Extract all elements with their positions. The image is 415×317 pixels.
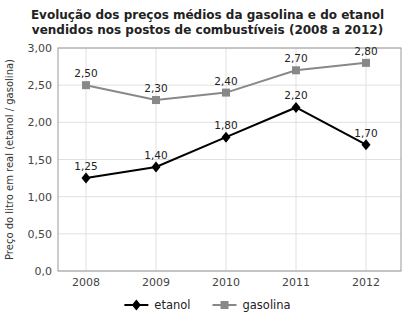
title-line: Evolução dos preços médios da gasolina e…: [31, 8, 384, 22]
legend: etanol gasolina: [124, 298, 290, 312]
series-line: [86, 63, 366, 100]
data-label: 2,40: [214, 75, 237, 87]
x-tick-label: 2012: [352, 276, 380, 289]
chart: Evolução dos preços médios da gasolina e…: [0, 0, 415, 317]
data-label: 2,70: [284, 52, 307, 64]
point: [292, 102, 301, 113]
data-label: 1,25: [74, 160, 97, 172]
legend-item: etanol: [124, 298, 190, 312]
point: [152, 96, 160, 104]
grid-line-x: [296, 48, 297, 271]
grid-line-x: [366, 48, 367, 271]
y-tick-label: 3,00: [28, 42, 53, 55]
plot-frame: [58, 48, 401, 271]
point: [362, 59, 370, 67]
grid: [58, 48, 401, 271]
legend-label: gasolina: [243, 298, 291, 312]
x-tick-label: 2009: [142, 276, 170, 289]
x-tick-label: 2008: [72, 276, 100, 289]
point: [222, 89, 230, 97]
plot-area: [82, 59, 371, 184]
y-tick-label: 0,0: [35, 265, 53, 278]
grid-line-y: [58, 196, 401, 197]
point: [152, 161, 161, 172]
legend-marker: [221, 301, 229, 309]
grid-line-y: [58, 159, 401, 160]
point: [222, 132, 231, 143]
data-label: 2,30: [144, 82, 167, 94]
y-tick-label: 2,00: [28, 116, 53, 129]
legend-marker: [132, 300, 141, 311]
grid-line-y: [58, 233, 401, 234]
x-tick-label: 2011: [282, 276, 310, 289]
data-label: 2,80: [354, 45, 377, 57]
y-tick-label: 2,50: [28, 79, 53, 92]
point: [362, 139, 371, 150]
point: [82, 173, 91, 184]
point: [292, 66, 300, 74]
data-labels: 1,25 1,40 1,80 2,20 1,70 2,50 2,30 2,40 2,70 2,80: [74, 45, 377, 172]
legend-item: gasolina: [213, 298, 291, 312]
data-label: 1,70: [354, 127, 377, 139]
data-label: 1,80: [214, 119, 237, 131]
y-tick-label: 1,50: [28, 154, 53, 167]
data-label: 2,20: [284, 89, 307, 101]
title: Evolução dos preços médios da gasolina e…: [31, 8, 384, 37]
y-tick-label: 0,50: [28, 228, 53, 241]
y-axis-label: Preço do litro em real (etanol / gasolin…: [4, 59, 15, 260]
data-label: 2,50: [74, 67, 97, 79]
series-line: [86, 107, 366, 178]
y-tick-label: 1,00: [28, 191, 53, 204]
legend-label: etanol: [154, 298, 190, 312]
title-line: vendidos nos postos de combustíveis (200…: [32, 23, 383, 37]
point: [82, 81, 90, 89]
x-tick-label: 2010: [212, 276, 240, 289]
data-label: 1,40: [144, 149, 167, 161]
